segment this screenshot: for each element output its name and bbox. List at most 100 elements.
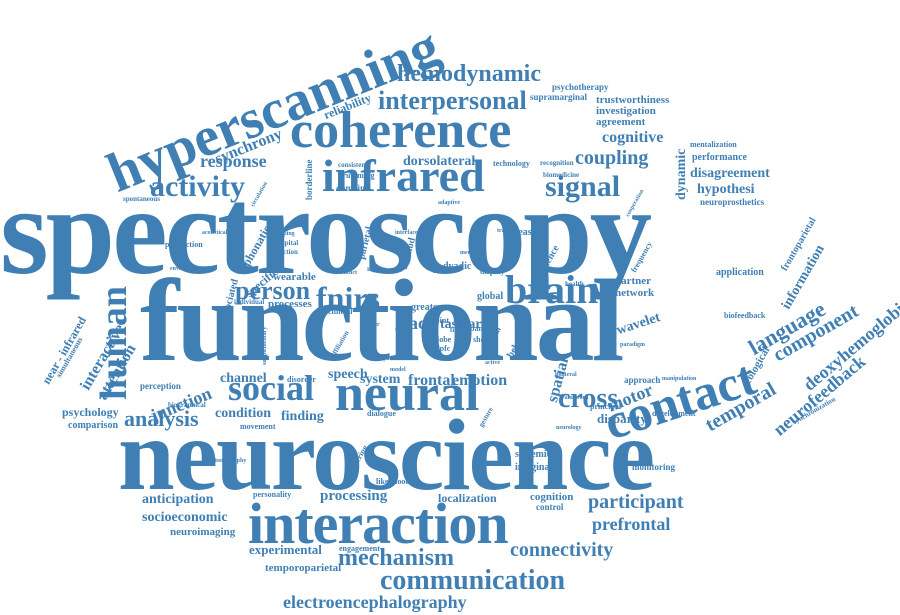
- word-processing: processing: [320, 488, 388, 504]
- word-neuroscience: neuroscience: [118, 399, 655, 512]
- word-monitoring: monitoring: [632, 462, 676, 472]
- word-short: short: [473, 335, 491, 344]
- word-greater: greater: [411, 302, 442, 313]
- word-brain: brain: [505, 267, 599, 312]
- word-supramarginal: supramarginal: [530, 92, 588, 102]
- word-spectroscopy: spectroscopy: [0, 163, 652, 301]
- word-coupling: coupling: [575, 147, 649, 169]
- word-dlpfc: dlpfc: [433, 344, 451, 353]
- word-investigation: investigation: [596, 105, 656, 117]
- word-adaptive: adaptive: [438, 200, 461, 206]
- word-person: person: [235, 276, 311, 305]
- word-cognitive: cognitive: [602, 129, 664, 146]
- word-neuroprosthetics: neuroprosthetics: [700, 197, 765, 207]
- word-engagement: engagement: [339, 544, 380, 553]
- word-psychotherapy: psychotherapy: [552, 82, 609, 92]
- word-channel: channel: [220, 371, 267, 386]
- word-interface: interface: [395, 230, 418, 236]
- word-principal: principal: [590, 402, 622, 411]
- word-biomedicine: biomedicine: [543, 171, 580, 179]
- word-disparity: disparity: [597, 411, 647, 426]
- word-systemic: systemic: [515, 449, 552, 460]
- word-bilateral: bilateral: [555, 372, 577, 378]
- word-control: control: [536, 502, 564, 512]
- word-speech: speech: [328, 367, 368, 382]
- word-dorsolateral: dorsolateral: [403, 154, 476, 169]
- word-consistent: consistent: [338, 161, 368, 169]
- word-individual: individual: [234, 298, 265, 306]
- word-frontal: frontal: [408, 372, 455, 389]
- word-localization: localization: [438, 491, 497, 505]
- word-activity: activity: [150, 170, 245, 203]
- word-functional: functional: [140, 255, 624, 386]
- word-network: network: [615, 287, 655, 299]
- word-filter: filter: [367, 322, 380, 328]
- word-interpersonal: interpersonal: [378, 86, 527, 115]
- word-function: function: [273, 248, 298, 256]
- word-task-area: task area: [440, 317, 495, 332]
- word-health: health: [565, 280, 584, 288]
- word-agreement: agreement: [596, 116, 646, 128]
- word-dyadic: dyadic: [443, 261, 472, 272]
- word-trustworthiness: trustworthiness: [596, 94, 670, 106]
- word-dialogue: dialogue: [367, 409, 396, 418]
- word-region: region: [367, 265, 386, 273]
- word-recognition: recognition: [540, 159, 574, 167]
- word-comparison: comparison: [68, 420, 118, 431]
- word-prefrontal: prefrontal: [592, 514, 671, 534]
- word-participant: participant: [588, 491, 684, 513]
- word-paradigm: paradigm: [620, 342, 646, 348]
- word-connectivity: connectivity: [510, 539, 614, 561]
- word-acoustical: acoustical: [202, 230, 228, 236]
- word-biographical: biographical: [168, 401, 206, 409]
- word-perception: perception: [140, 381, 181, 391]
- word-stepping: stepping: [273, 231, 295, 237]
- word-mental: mental: [460, 250, 478, 256]
- word-data: data: [395, 325, 409, 333]
- word-lobe: lobe: [437, 335, 452, 344]
- word-biofeedback: biofeedback: [724, 311, 766, 320]
- word-performance: performance: [692, 152, 747, 163]
- word-dynamic: dynamic: [674, 148, 689, 200]
- word-interaction: interaction: [248, 491, 509, 556]
- word-display: display: [480, 267, 505, 276]
- word-supplementary: supplementary: [262, 326, 268, 365]
- word-anticipation: anticipation: [142, 492, 214, 507]
- word-dyad: dyad: [380, 356, 393, 362]
- word-band: band: [470, 324, 488, 333]
- word-experimental: experimental: [249, 542, 322, 557]
- word-approach: approach: [624, 375, 661, 385]
- word-wavelet: wavelet: [614, 310, 663, 339]
- word-temporoparietal: temporoparietal: [265, 562, 342, 574]
- word-development: development: [652, 409, 696, 418]
- word-hypothesi: hypothesi: [697, 182, 755, 197]
- word-production: production: [165, 240, 203, 249]
- word-electroencephalography: electroencephalography: [283, 592, 467, 612]
- word-processes: processes: [268, 298, 312, 310]
- word-domain: domain: [336, 183, 366, 193]
- word-psychology: psychology: [62, 405, 119, 419]
- word-clinical: clinical: [328, 307, 353, 316]
- word-system: system: [360, 372, 401, 387]
- word-condition: condition: [215, 406, 272, 421]
- word-wearable: wearable: [273, 271, 316, 283]
- word-disorder: disorder: [287, 375, 316, 384]
- word-joint: joint: [433, 316, 449, 325]
- word-facial: facial: [433, 267, 450, 275]
- word-disagreement: disagreement: [690, 166, 770, 181]
- word-five: five: [450, 326, 461, 334]
- word-environment: environment: [170, 266, 203, 272]
- word-measure: measure: [510, 227, 546, 238]
- word-personality: personality: [253, 490, 292, 499]
- word-neuroimaging: neuroimaging: [170, 526, 236, 538]
- word-application: application: [716, 267, 764, 278]
- word-partner: partner: [615, 275, 652, 287]
- word-hemodynamic: hemodynamic: [397, 61, 541, 87]
- word-cognition: cognition: [530, 491, 574, 503]
- word-response: response: [200, 151, 267, 171]
- word-borderline: borderline: [304, 159, 314, 201]
- word-coherence: coherence: [290, 102, 512, 159]
- word-technology: technology: [493, 159, 530, 168]
- word-framework: framework: [560, 395, 589, 401]
- word-infrared: infrared: [322, 150, 485, 201]
